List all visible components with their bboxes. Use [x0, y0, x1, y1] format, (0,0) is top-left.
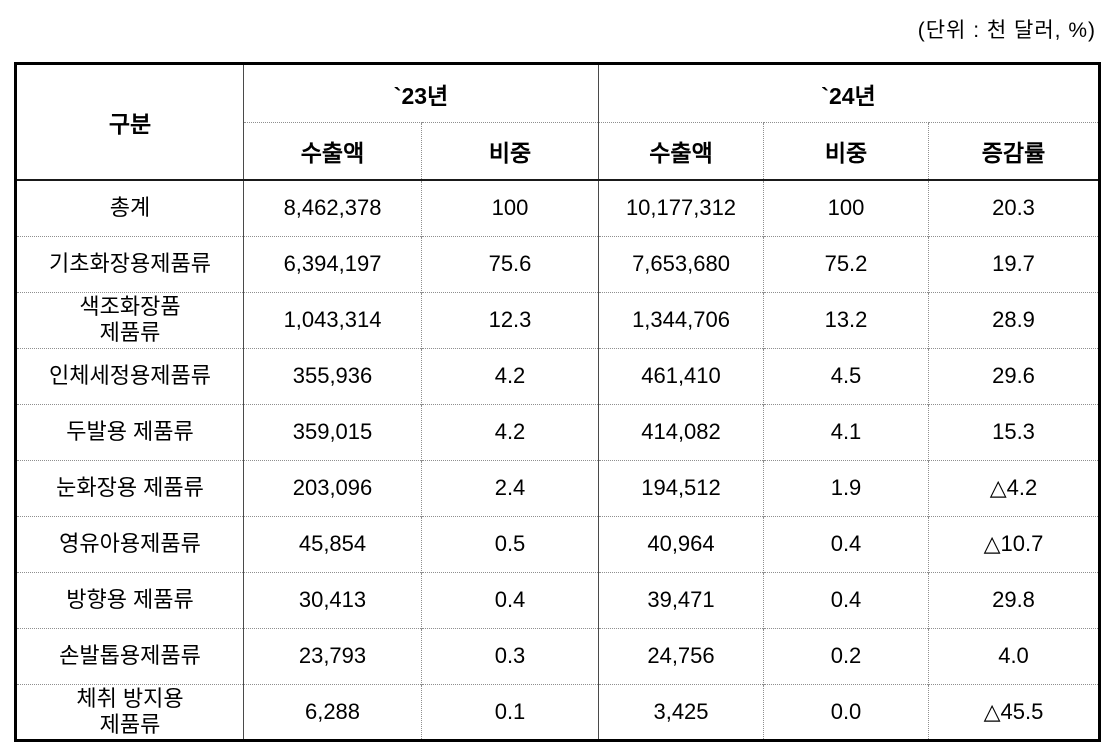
cell-growth-rate: 29.6: [927, 347, 1100, 404]
header-export-23: 수출액: [243, 122, 422, 180]
cell-share-24: 0.4: [763, 571, 929, 628]
cell-growth-rate: △4.2: [927, 459, 1100, 516]
cell-share-24: 13.2: [763, 291, 929, 348]
header-year-23: `23년: [243, 63, 599, 123]
cell-share-23: 0.1: [421, 683, 599, 740]
cell-share-24: 0.2: [763, 627, 929, 684]
header-share-23: 비중: [421, 122, 599, 180]
unit-note: (단위 : 천 달러, %): [917, 19, 1096, 42]
cell-export-24: 1,344,706: [598, 291, 764, 348]
row-label: 두발용 제품류: [15, 403, 244, 460]
table-body: 총계 8,462,378 100 10,177,312 100 20.3 기초화…: [15, 179, 1100, 740]
table-row: 눈화장용 제품류 203,096 2.4 194,512 1.9 △4.2: [15, 459, 1100, 516]
cell-export-23: 6,288: [243, 683, 422, 740]
cell-export-23: 6,394,197: [243, 235, 422, 292]
table-row: 색조화장품 제품류 1,043,314 12.3 1,344,706 13.2 …: [15, 291, 1100, 348]
cell-export-24: 40,964: [598, 515, 764, 572]
cell-export-23: 359,015: [243, 403, 422, 460]
cell-share-23: 2.4: [421, 459, 599, 516]
cell-export-24: 39,471: [598, 571, 764, 628]
cell-growth-rate: 20.3: [927, 179, 1100, 236]
header-growth-rate: 증감률: [927, 122, 1100, 180]
cell-export-24: 10,177,312: [598, 179, 764, 236]
cell-export-24: 461,410: [598, 347, 764, 404]
cell-share-23: 75.6: [421, 235, 599, 292]
cell-export-23: 30,413: [243, 571, 422, 628]
row-label: 색조화장품 제품류: [15, 291, 244, 348]
cell-share-23: 4.2: [421, 403, 599, 460]
cell-growth-rate: 29.8: [927, 571, 1100, 628]
cell-export-23: 203,096: [243, 459, 422, 516]
cell-export-24: 7,653,680: [598, 235, 764, 292]
cell-share-24: 0.0: [763, 683, 929, 740]
table-row: 손발톱용제품류 23,793 0.3 24,756 0.2 4.0: [15, 627, 1100, 684]
cell-share-24: 4.5: [763, 347, 929, 404]
table-row: 기초화장용제품류 6,394,197 75.6 7,653,680 75.2 1…: [15, 235, 1100, 292]
table-row: 두발용 제품류 359,015 4.2 414,082 4.1 15.3: [15, 403, 1100, 460]
header-category: 구분: [108, 111, 152, 137]
table-row: 인체세정용제품류 355,936 4.2 461,410 4.5 29.6: [15, 347, 1100, 404]
table-row: 체취 방지용 제품류 6,288 0.1 3,425 0.0 △45.5: [15, 683, 1100, 740]
table-header: 구분 `23년 `24년 수출액 비중 수출액 비중 증감률: [16, 63, 1100, 180]
cell-share-24: 0.4: [763, 515, 929, 572]
cell-share-24: 75.2: [763, 235, 929, 292]
row-label: 영유아용제품류: [15, 515, 244, 572]
cell-export-24: 194,512: [598, 459, 764, 516]
row-label: 기초화장용제품류: [15, 235, 244, 292]
cell-growth-rate: △45.5: [927, 683, 1100, 740]
cell-share-23: 0.5: [421, 515, 599, 572]
cell-export-23: 1,043,314: [243, 291, 422, 348]
table-row: 총계 8,462,378 100 10,177,312 100 20.3: [15, 179, 1100, 236]
cell-growth-rate: 28.9: [927, 291, 1100, 348]
cell-share-23: 12.3: [421, 291, 599, 348]
row-label: 인체세정용제품류: [15, 347, 244, 404]
cell-export-24: 24,756: [598, 627, 764, 684]
cell-export-23: 23,793: [243, 627, 422, 684]
export-statistics-table: 구분 `23년 `24년 수출액 비중 수출액 비중 증감률 총계 8,462,…: [14, 62, 1102, 742]
cell-export-23: 45,854: [243, 515, 422, 572]
cell-export-24: 414,082: [598, 403, 764, 460]
cell-growth-rate: △10.7: [927, 515, 1100, 572]
cell-export-23: 8,462,378: [243, 179, 422, 236]
header-year-24: `24년: [597, 63, 1100, 123]
row-label: 체취 방지용 제품류: [15, 683, 244, 740]
cell-share-24: 100: [763, 179, 929, 236]
row-label: 손발톱용제품류: [15, 627, 244, 684]
table-row: 방향용 제품류 30,413 0.4 39,471 0.4 29.8: [15, 571, 1100, 628]
cell-export-24: 3,425: [598, 683, 764, 740]
row-label: 눈화장용 제품류: [15, 459, 244, 516]
header-share-24: 비중: [763, 122, 929, 180]
cell-export-23: 355,936: [243, 347, 422, 404]
cell-share-23: 4.2: [421, 347, 599, 404]
row-label: 총계: [15, 179, 244, 236]
cell-growth-rate: 19.7: [927, 235, 1100, 292]
table-row: 영유아용제품류 45,854 0.5 40,964 0.4 △10.7: [15, 515, 1100, 572]
header-export-24: 수출액: [598, 122, 764, 180]
cell-share-24: 4.1: [763, 403, 929, 460]
cell-growth-rate: 15.3: [927, 403, 1100, 460]
cell-share-23: 0.3: [421, 627, 599, 684]
row-label: 방향용 제품류: [15, 571, 244, 628]
cell-share-24: 1.9: [763, 459, 929, 516]
cell-share-23: 100: [421, 179, 599, 236]
cell-growth-rate: 4.0: [927, 627, 1100, 684]
cell-share-23: 0.4: [421, 571, 599, 628]
